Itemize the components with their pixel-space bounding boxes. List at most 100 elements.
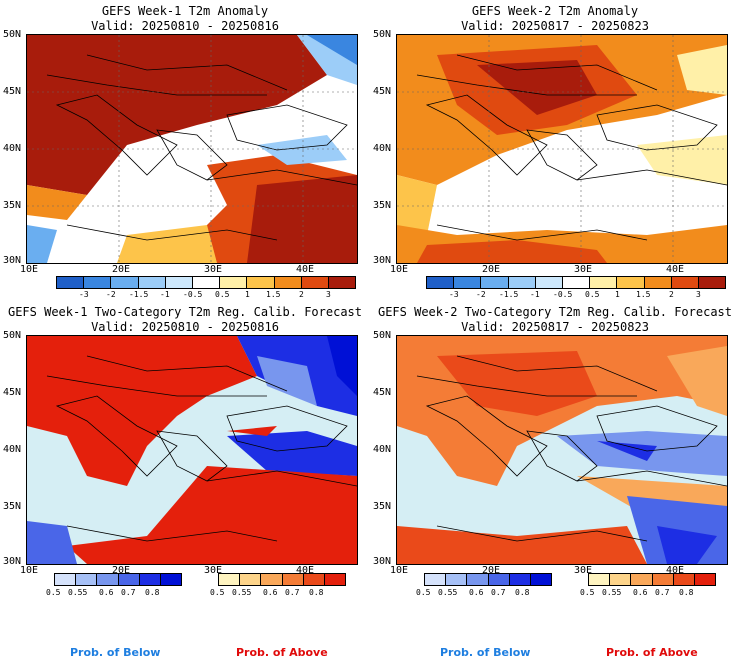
prob-below-colorbar-right	[424, 573, 552, 586]
colorbar-label: 0.55	[602, 588, 622, 597]
colorbar-swatch	[617, 277, 645, 288]
colorbar-label: 0.8	[145, 588, 160, 597]
colorbar-label: 0.55	[68, 588, 88, 597]
colorbar-label: 0.7	[285, 588, 300, 597]
colorbar-label: 3	[696, 290, 701, 299]
lat-label: 40N	[3, 143, 22, 154]
colorbar-label: -1.5	[129, 290, 149, 299]
lat-label: 45N	[3, 387, 22, 398]
colorbar-swatch	[55, 574, 77, 585]
lon-label: 40E	[666, 264, 685, 275]
colorbar-label: 0.8	[309, 588, 324, 597]
colorbar-swatch	[220, 277, 248, 288]
colorbar-label: 0.8	[679, 588, 694, 597]
colorbar-label: 0.7	[655, 588, 670, 597]
lon-label: 10E	[20, 264, 39, 275]
colorbar-label: 3	[326, 290, 331, 299]
colorbar-swatch	[84, 277, 112, 288]
prob-above-caption-right: Prob. of Above	[606, 646, 698, 659]
map-week1-probability	[26, 335, 358, 565]
lat-label: 30N	[3, 556, 22, 567]
colorbar-swatch	[111, 277, 139, 288]
panel1-valid-text: Valid: 20250810 - 20250816	[91, 19, 279, 33]
colorbar-label: 2	[669, 290, 674, 299]
colorbar-label: 0.6	[263, 588, 278, 597]
colorbar-label: 0.5	[416, 588, 431, 597]
colorbar-label: 0.55	[232, 588, 252, 597]
panel2-title-text: GEFS Week-2 T2m Anomaly	[471, 4, 639, 18]
colorbar-swatch	[698, 277, 726, 288]
panel1-title-text: GEFS Week-1 T2m Anomaly	[101, 4, 269, 18]
colorbar-swatch	[673, 574, 695, 585]
lat-label: 45N	[373, 387, 392, 398]
panel3-valid-text: Valid: 20250810 - 20250816	[91, 320, 279, 334]
lat-label: 50N	[3, 330, 22, 341]
colorbar-swatch	[192, 277, 221, 288]
colorbar-label: 1	[245, 290, 250, 299]
colorbar-swatch	[160, 574, 182, 585]
colorbar-swatch	[644, 277, 672, 288]
anomaly-colorbar-right	[426, 276, 726, 289]
colorbar-label: -2	[476, 290, 486, 299]
lon-label: 30E	[204, 565, 223, 576]
colorbar-swatch	[481, 277, 509, 288]
colorbar-label: -1	[160, 290, 170, 299]
colorbar-swatch	[671, 277, 699, 288]
colorbar-label: 0.5	[46, 588, 61, 597]
colorbar-swatch	[530, 574, 552, 585]
colorbar-label: 0.55	[438, 588, 458, 597]
colorbar-label: -3	[449, 290, 459, 299]
lat-label: 50N	[373, 29, 392, 40]
colorbar-swatch	[446, 574, 468, 585]
lat-label: 40N	[373, 143, 392, 154]
colorbar-swatch	[139, 574, 161, 585]
colorbar-swatch	[97, 574, 119, 585]
lon-label: 30E	[574, 264, 593, 275]
colorbar-label: 0.7	[491, 588, 506, 597]
colorbar-swatch	[509, 574, 531, 585]
lon-label: 40E	[666, 565, 685, 576]
colorbar-label: 0.6	[469, 588, 484, 597]
panel3-title-text: GEFS Week-1 Two-Category T2m Reg. Calib.…	[7, 305, 362, 319]
colorbar-swatch	[247, 277, 275, 288]
colorbar-label: 1	[615, 290, 620, 299]
colorbar-swatch	[694, 574, 716, 585]
colorbar-label: 0.6	[633, 588, 648, 597]
colorbar-label: 0.8	[515, 588, 530, 597]
prob-below-colorbar-left	[54, 573, 182, 586]
lon-label: 40E	[296, 264, 315, 275]
colorbar-label: -0.5	[553, 290, 573, 299]
colorbar-swatch	[240, 574, 262, 585]
lon-label: 20E	[482, 565, 501, 576]
colorbar-swatch	[274, 277, 302, 288]
colorbar-label: -0.5	[183, 290, 203, 299]
colorbar-swatch	[535, 277, 563, 288]
colorbar-swatch	[165, 277, 193, 288]
panel3-title: GEFS Week-1 Two-Category T2m Reg. Calib.…	[0, 305, 370, 335]
lon-label: 20E	[482, 264, 501, 275]
colorbar-swatch	[562, 277, 591, 288]
colorbar-swatch	[488, 574, 510, 585]
colorbar-label: 0.5	[585, 290, 600, 299]
colorbar-swatch	[589, 574, 611, 585]
colorbar-swatch	[261, 574, 283, 585]
lat-label: 35N	[373, 501, 392, 512]
colorbar-swatch	[324, 574, 346, 585]
lat-label: 50N	[3, 29, 22, 40]
lat-label: 30N	[373, 556, 392, 567]
colorbar-label: 0.5	[580, 588, 595, 597]
colorbar-swatch	[303, 574, 325, 585]
colorbar-swatch	[631, 574, 653, 585]
colorbar-label: 0.5	[210, 588, 225, 597]
lon-label: 40E	[296, 565, 315, 576]
panel4-valid-text: Valid: 20250817 - 20250823	[461, 320, 649, 334]
colorbar-label: 1.5	[636, 290, 651, 299]
colorbar-swatch	[467, 574, 489, 585]
colorbar-swatch	[118, 574, 140, 585]
colorbar-label: 2	[299, 290, 304, 299]
colorbar-label: -1	[530, 290, 540, 299]
lat-label: 45N	[3, 86, 22, 97]
colorbar-label: -2	[106, 290, 116, 299]
colorbar-swatch	[427, 277, 455, 288]
lon-label: 20E	[112, 565, 131, 576]
